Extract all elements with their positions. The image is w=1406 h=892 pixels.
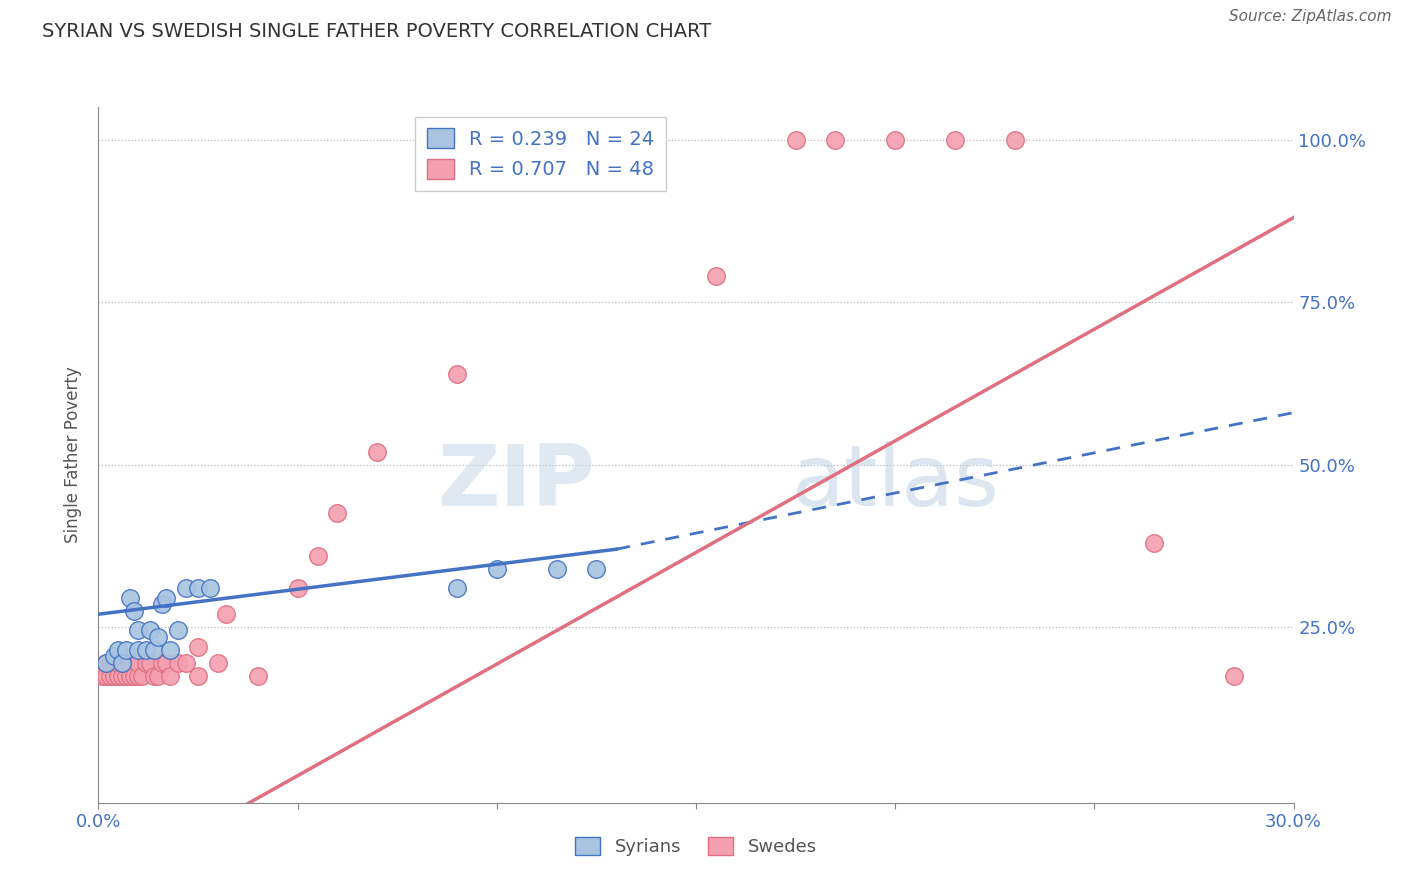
Point: [187, 669, 209, 683]
Point: [326, 507, 349, 521]
Point: [585, 562, 607, 576]
Point: [120, 669, 142, 683]
Text: ZIP: ZIP: [437, 442, 595, 524]
Point: [198, 581, 221, 595]
Point: [1004, 132, 1026, 146]
Point: [546, 562, 568, 576]
Point: [124, 669, 146, 683]
Point: [127, 643, 149, 657]
Point: [127, 669, 149, 683]
Point: [150, 598, 173, 612]
Point: [148, 669, 170, 683]
Point: [704, 269, 727, 284]
Point: [100, 669, 122, 683]
Point: [131, 669, 153, 683]
Point: [111, 656, 134, 670]
Point: [307, 549, 329, 563]
Point: [139, 624, 162, 638]
Point: [167, 656, 190, 670]
Point: [446, 367, 468, 381]
Point: [103, 656, 125, 670]
Point: [287, 581, 309, 595]
Point: [824, 132, 846, 146]
Point: [215, 607, 238, 622]
Point: [148, 630, 170, 644]
Point: [96, 656, 118, 670]
Point: [174, 581, 197, 595]
Point: [143, 669, 166, 683]
Point: [155, 656, 177, 670]
Point: [645, 132, 668, 146]
Point: [127, 624, 149, 638]
Point: [107, 643, 129, 657]
Point: [139, 656, 162, 670]
Point: [135, 656, 157, 670]
Point: [785, 132, 807, 146]
Text: SYRIAN VS SWEDISH SINGLE FATHER POVERTY CORRELATION CHART: SYRIAN VS SWEDISH SINGLE FATHER POVERTY …: [42, 22, 711, 41]
Text: atlas: atlas: [792, 442, 1000, 524]
Point: [111, 656, 134, 670]
Point: [96, 669, 118, 683]
Point: [943, 132, 966, 146]
Point: [107, 656, 129, 670]
Point: [159, 669, 181, 683]
Point: [107, 669, 129, 683]
Point: [103, 649, 125, 664]
Point: [207, 656, 229, 670]
Point: [115, 643, 138, 657]
Point: [96, 656, 118, 670]
Point: [135, 643, 157, 657]
Point: [115, 669, 138, 683]
Point: [159, 643, 181, 657]
Point: [366, 444, 388, 458]
Point: [124, 604, 146, 618]
Point: [1222, 669, 1246, 683]
Point: [143, 643, 166, 657]
Point: [1143, 535, 1166, 549]
Point: [174, 656, 197, 670]
Point: [565, 132, 588, 146]
Point: [485, 562, 508, 576]
Point: [111, 669, 134, 683]
Point: [150, 656, 173, 670]
Point: [187, 581, 209, 595]
Y-axis label: Single Father Poverty: Single Father Poverty: [65, 367, 83, 543]
Point: [167, 624, 190, 638]
Point: [100, 656, 122, 670]
Legend: Syrians, Swedes: Syrians, Swedes: [568, 830, 824, 863]
Point: [120, 591, 142, 605]
Point: [155, 591, 177, 605]
Point: [115, 656, 138, 670]
Point: [187, 640, 209, 654]
Point: [127, 656, 149, 670]
Text: Source: ZipAtlas.com: Source: ZipAtlas.com: [1229, 9, 1392, 24]
Point: [91, 669, 114, 683]
Point: [103, 669, 125, 683]
Point: [120, 656, 142, 670]
Point: [884, 132, 907, 146]
Point: [246, 669, 269, 683]
Point: [446, 581, 468, 595]
